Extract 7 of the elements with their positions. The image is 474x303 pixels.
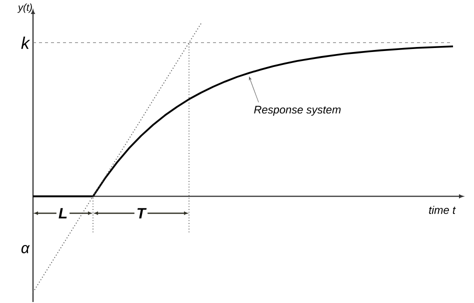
annotation: T <box>137 208 147 218</box>
text: α <box>21 245 30 254</box>
x-axis-title: time t <box>429 206 456 214</box>
ref-line-label: k <box>21 36 30 49</box>
text: Response system <box>254 106 341 116</box>
y-axis-title: y(t) <box>17 4 32 13</box>
annotation: L <box>58 208 67 218</box>
